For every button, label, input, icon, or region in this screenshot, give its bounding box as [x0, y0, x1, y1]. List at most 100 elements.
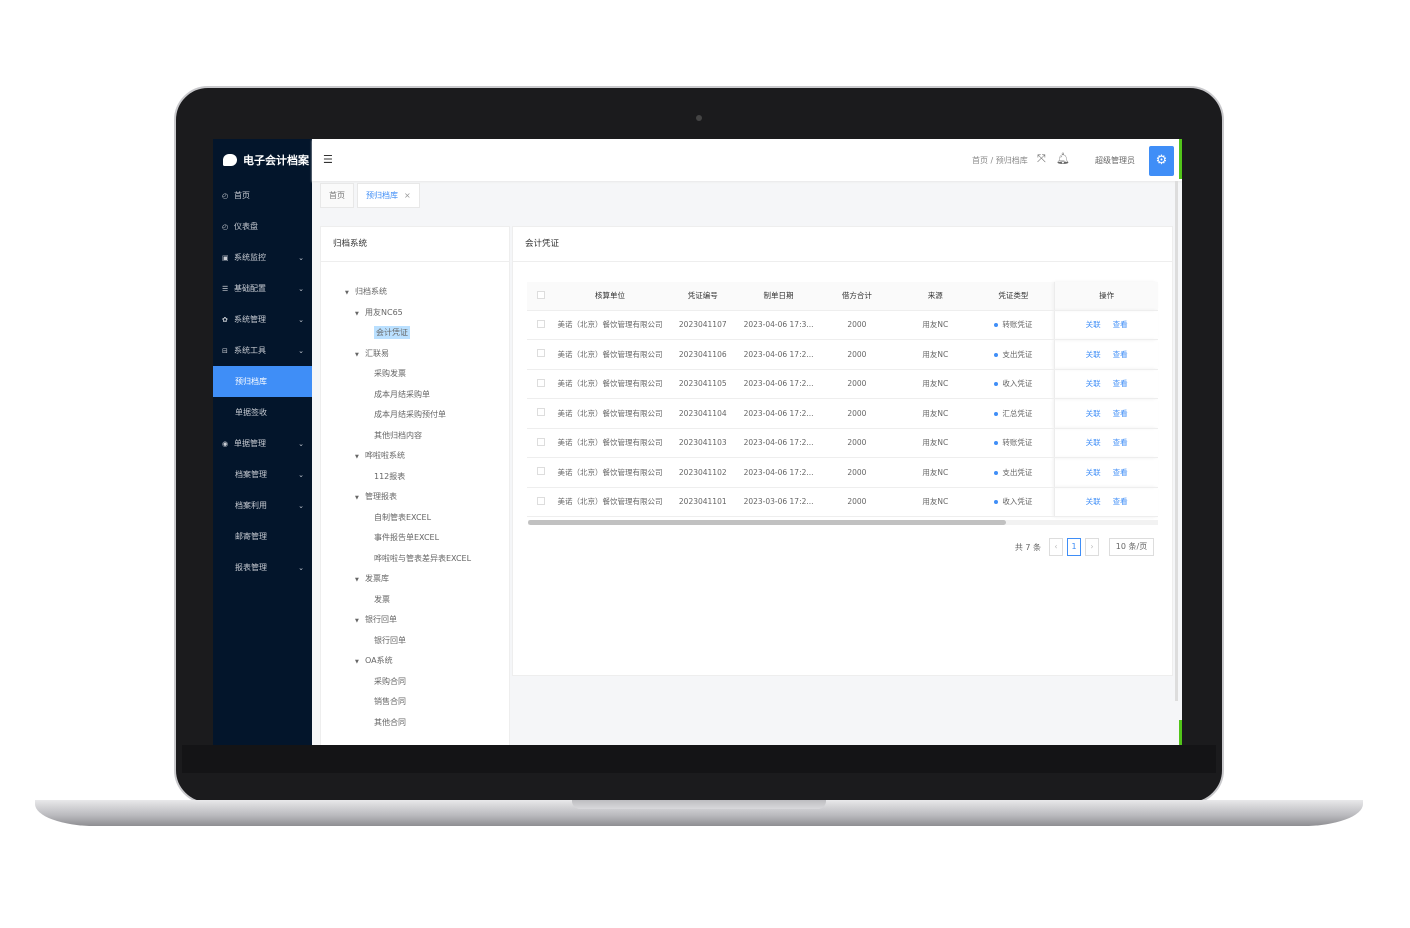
row-select-cell: [527, 369, 556, 399]
sidebar-item[interactable]: 报表管理 ⌄: [213, 552, 312, 583]
tree-node[interactable]: 事件报告单EXCEL: [321, 528, 509, 549]
table-cell: 2000: [815, 339, 899, 370]
view-button[interactable]: 查看: [1112, 497, 1128, 507]
sidebar-item[interactable]: 邮寄管理: [213, 521, 312, 552]
tree-node[interactable]: ▼ 用友NC65: [321, 303, 509, 324]
table-row: 美诺（北京）餐饮管理有限公司 2023041106 2023-04-06 17:2.…: [527, 339, 1158, 370]
app-logo[interactable]: 电子会计档案: [213, 139, 312, 180]
link-button[interactable]: 关联: [1085, 497, 1101, 507]
tree-node[interactable]: ▼ 归档系统: [321, 282, 509, 303]
sidebar-item[interactable]: ◴ 仪表盘: [213, 211, 312, 242]
caret-down-icon[interactable]: ▼: [355, 351, 359, 358]
link-button[interactable]: 关联: [1085, 379, 1101, 389]
page-1-button[interactable]: 1: [1067, 538, 1081, 556]
tree-node[interactable]: 采购发票: [321, 364, 509, 385]
caret-down-icon[interactable]: ▼: [355, 454, 359, 460]
view-button[interactable]: 查看: [1112, 349, 1128, 359]
sidebar-item[interactable]: ⊟ 系统工具 ⌄: [213, 335, 312, 366]
vertical-scrollbar[interactable]: [1175, 181, 1178, 701]
page-size-select[interactable]: 10 条/页: [1109, 538, 1154, 556]
cell-text: 2023041105: [678, 379, 727, 389]
next-page-button[interactable]: ›: [1085, 538, 1099, 556]
tab-home[interactable]: 首页: [320, 183, 354, 208]
tree-node[interactable]: 成本月结采购单: [321, 385, 509, 406]
row-checkbox[interactable]: [537, 437, 546, 446]
chevron-down-icon: ⌄: [298, 501, 304, 510]
tree-node[interactable]: ▼ OA系统: [321, 651, 509, 672]
tree-node[interactable]: 其他合同: [321, 713, 509, 734]
tree-node[interactable]: ▼ 银行回单: [321, 610, 509, 631]
link-button[interactable]: 关联: [1085, 467, 1101, 477]
row-checkbox[interactable]: [537, 319, 546, 328]
tree-node[interactable]: ▼ 汇联易: [321, 344, 509, 365]
menu-fold-icon[interactable]: ☰: [323, 153, 333, 166]
column-header: 操作: [1054, 282, 1158, 311]
row-checkbox[interactable]: [537, 378, 546, 387]
select-all-checkbox[interactable]: [537, 290, 546, 299]
row-checkbox[interactable]: [537, 349, 546, 358]
link-button[interactable]: 关联: [1085, 349, 1101, 359]
view-button[interactable]: 查看: [1112, 467, 1128, 477]
horizontal-scrollbar[interactable]: [528, 520, 1158, 525]
tab-pre-archive[interactable]: 预归档库 ×: [357, 183, 420, 208]
close-icon[interactable]: ×: [404, 191, 411, 200]
link-button[interactable]: 关联: [1085, 320, 1101, 330]
tree-node[interactable]: 自制管表EXCEL: [321, 508, 509, 529]
toolbox-icon: ⊟: [222, 346, 228, 355]
sidebar-item[interactable]: 档案管理 ⌄: [213, 459, 312, 490]
caret-down-icon[interactable]: ▼: [355, 659, 359, 665]
tree-node[interactable]: 发票: [321, 590, 509, 611]
tree-node[interactable]: ▼ 发票库: [321, 569, 509, 590]
sidebar-item[interactable]: ▣ 系统监控 ⌄: [213, 242, 312, 273]
sidebar-item[interactable]: ◉ 单据管理 ⌄: [213, 428, 312, 459]
sidebar-item[interactable]: ☰ 基础配置 ⌄: [213, 273, 312, 304]
settings-gear-icon[interactable]: ⚙: [1149, 146, 1174, 176]
table-row: 美诺（北京）餐饮管理有限公司 2023041107 2023-04-06 17:3.…: [527, 310, 1158, 340]
panel-title: 归档系统: [321, 227, 509, 262]
cell-text: 2023-04-06 17:2...: [743, 467, 814, 477]
row-checkbox[interactable]: [537, 496, 546, 505]
tree-node[interactable]: 112报表: [321, 467, 509, 488]
sidebar-item[interactable]: 预归档库: [213, 366, 312, 397]
tree-node[interactable]: ▼ 管理报表: [321, 487, 509, 508]
caret-down-icon[interactable]: ▼: [355, 618, 359, 624]
cell-text: 用友NC: [922, 320, 949, 330]
scrollbar-thumb[interactable]: [528, 520, 1006, 525]
tree-node[interactable]: 成本月结采购预付单: [321, 405, 509, 426]
view-button[interactable]: 查看: [1112, 379, 1128, 389]
row-checkbox[interactable]: [537, 408, 546, 417]
total-count: 共 7 条: [1014, 542, 1041, 552]
breadcrumb-home[interactable]: 首页: [972, 156, 988, 165]
prev-page-button[interactable]: ‹: [1049, 538, 1063, 556]
tree-node-label: 用友NC65: [365, 307, 403, 317]
user-name[interactable]: 超级管理员: [1095, 156, 1135, 165]
view-button[interactable]: 查看: [1112, 438, 1128, 448]
tree-node[interactable]: ▼ 哗啦啦系统: [321, 446, 509, 467]
caret-down-icon[interactable]: ▼: [345, 290, 349, 296]
sidebar-item-label: 报表管理: [235, 563, 267, 572]
tree-node[interactable]: 哗啦啦与管表差异表EXCEL: [321, 549, 509, 570]
bell-icon[interactable]: 🔔︎: [1056, 152, 1070, 165]
cell-text: 2023-04-06 17:2...: [743, 379, 814, 389]
sidebar-item-label: 单据签收: [235, 408, 267, 417]
fullscreen-icon[interactable]: ⤧: [1037, 152, 1046, 165]
caret-down-icon[interactable]: ▼: [355, 577, 359, 583]
view-button[interactable]: 查看: [1112, 320, 1128, 330]
link-button[interactable]: 关联: [1085, 408, 1101, 418]
view-button[interactable]: 查看: [1112, 408, 1128, 418]
row-checkbox[interactable]: [537, 467, 546, 476]
tree-node[interactable]: 销售合同: [321, 692, 509, 713]
tree-node[interactable]: 其他归档内容: [321, 426, 509, 447]
actions-cell: 关联 查看: [1054, 339, 1158, 370]
sidebar-item[interactable]: 单据签收: [213, 397, 312, 428]
sidebar-item[interactable]: ✿ 系统管理 ⌄: [213, 304, 312, 335]
tree-node[interactable]: 银行回单: [321, 631, 509, 652]
tree-node[interactable]: 会计凭证: [321, 323, 509, 344]
table-cell: 2023041105: [664, 369, 742, 399]
caret-down-icon[interactable]: ▼: [355, 495, 359, 501]
sidebar-item[interactable]: ◴ 首页: [213, 180, 312, 211]
link-button[interactable]: 关联: [1085, 438, 1101, 448]
caret-down-icon[interactable]: ▼: [355, 310, 359, 317]
tree-node[interactable]: 采购合同: [321, 672, 509, 693]
sidebar-item[interactable]: 档案利用 ⌄: [213, 490, 312, 521]
